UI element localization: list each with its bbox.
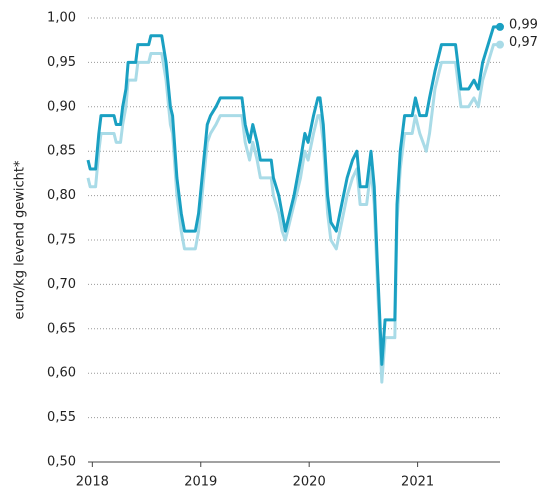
- y-tick-label: 0,90: [47, 99, 76, 114]
- y-tick-label: 0,85: [47, 144, 76, 159]
- y-tick-label: 0,95: [47, 55, 76, 70]
- y-tick-label: 0,65: [47, 321, 76, 336]
- y-tick-label: 0,80: [47, 188, 76, 203]
- end-dot: [496, 40, 504, 49]
- y-axis-label: euro/kg levend gewicht*: [13, 160, 28, 319]
- y-tick-label: 0,55: [47, 410, 76, 425]
- x-tick-label: 2020: [293, 475, 326, 490]
- y-tick-label: 0,70: [47, 277, 76, 292]
- series-line: [86, 25, 500, 366]
- y-tick-label: 0,60: [47, 366, 76, 381]
- end-dot: [496, 22, 504, 31]
- x-tick-label: 2021: [401, 475, 434, 490]
- y-tick-label: 0,75: [47, 233, 76, 248]
- x-tick-label: 2019: [184, 475, 217, 490]
- x-tick-label: 2018: [76, 475, 109, 490]
- series-line: [86, 43, 500, 384]
- end-label: 0,97: [509, 35, 538, 50]
- end-label: 0,99: [509, 17, 538, 32]
- y-tick-label: 1,00: [47, 11, 76, 26]
- y-tick-label: 0,50: [47, 455, 76, 470]
